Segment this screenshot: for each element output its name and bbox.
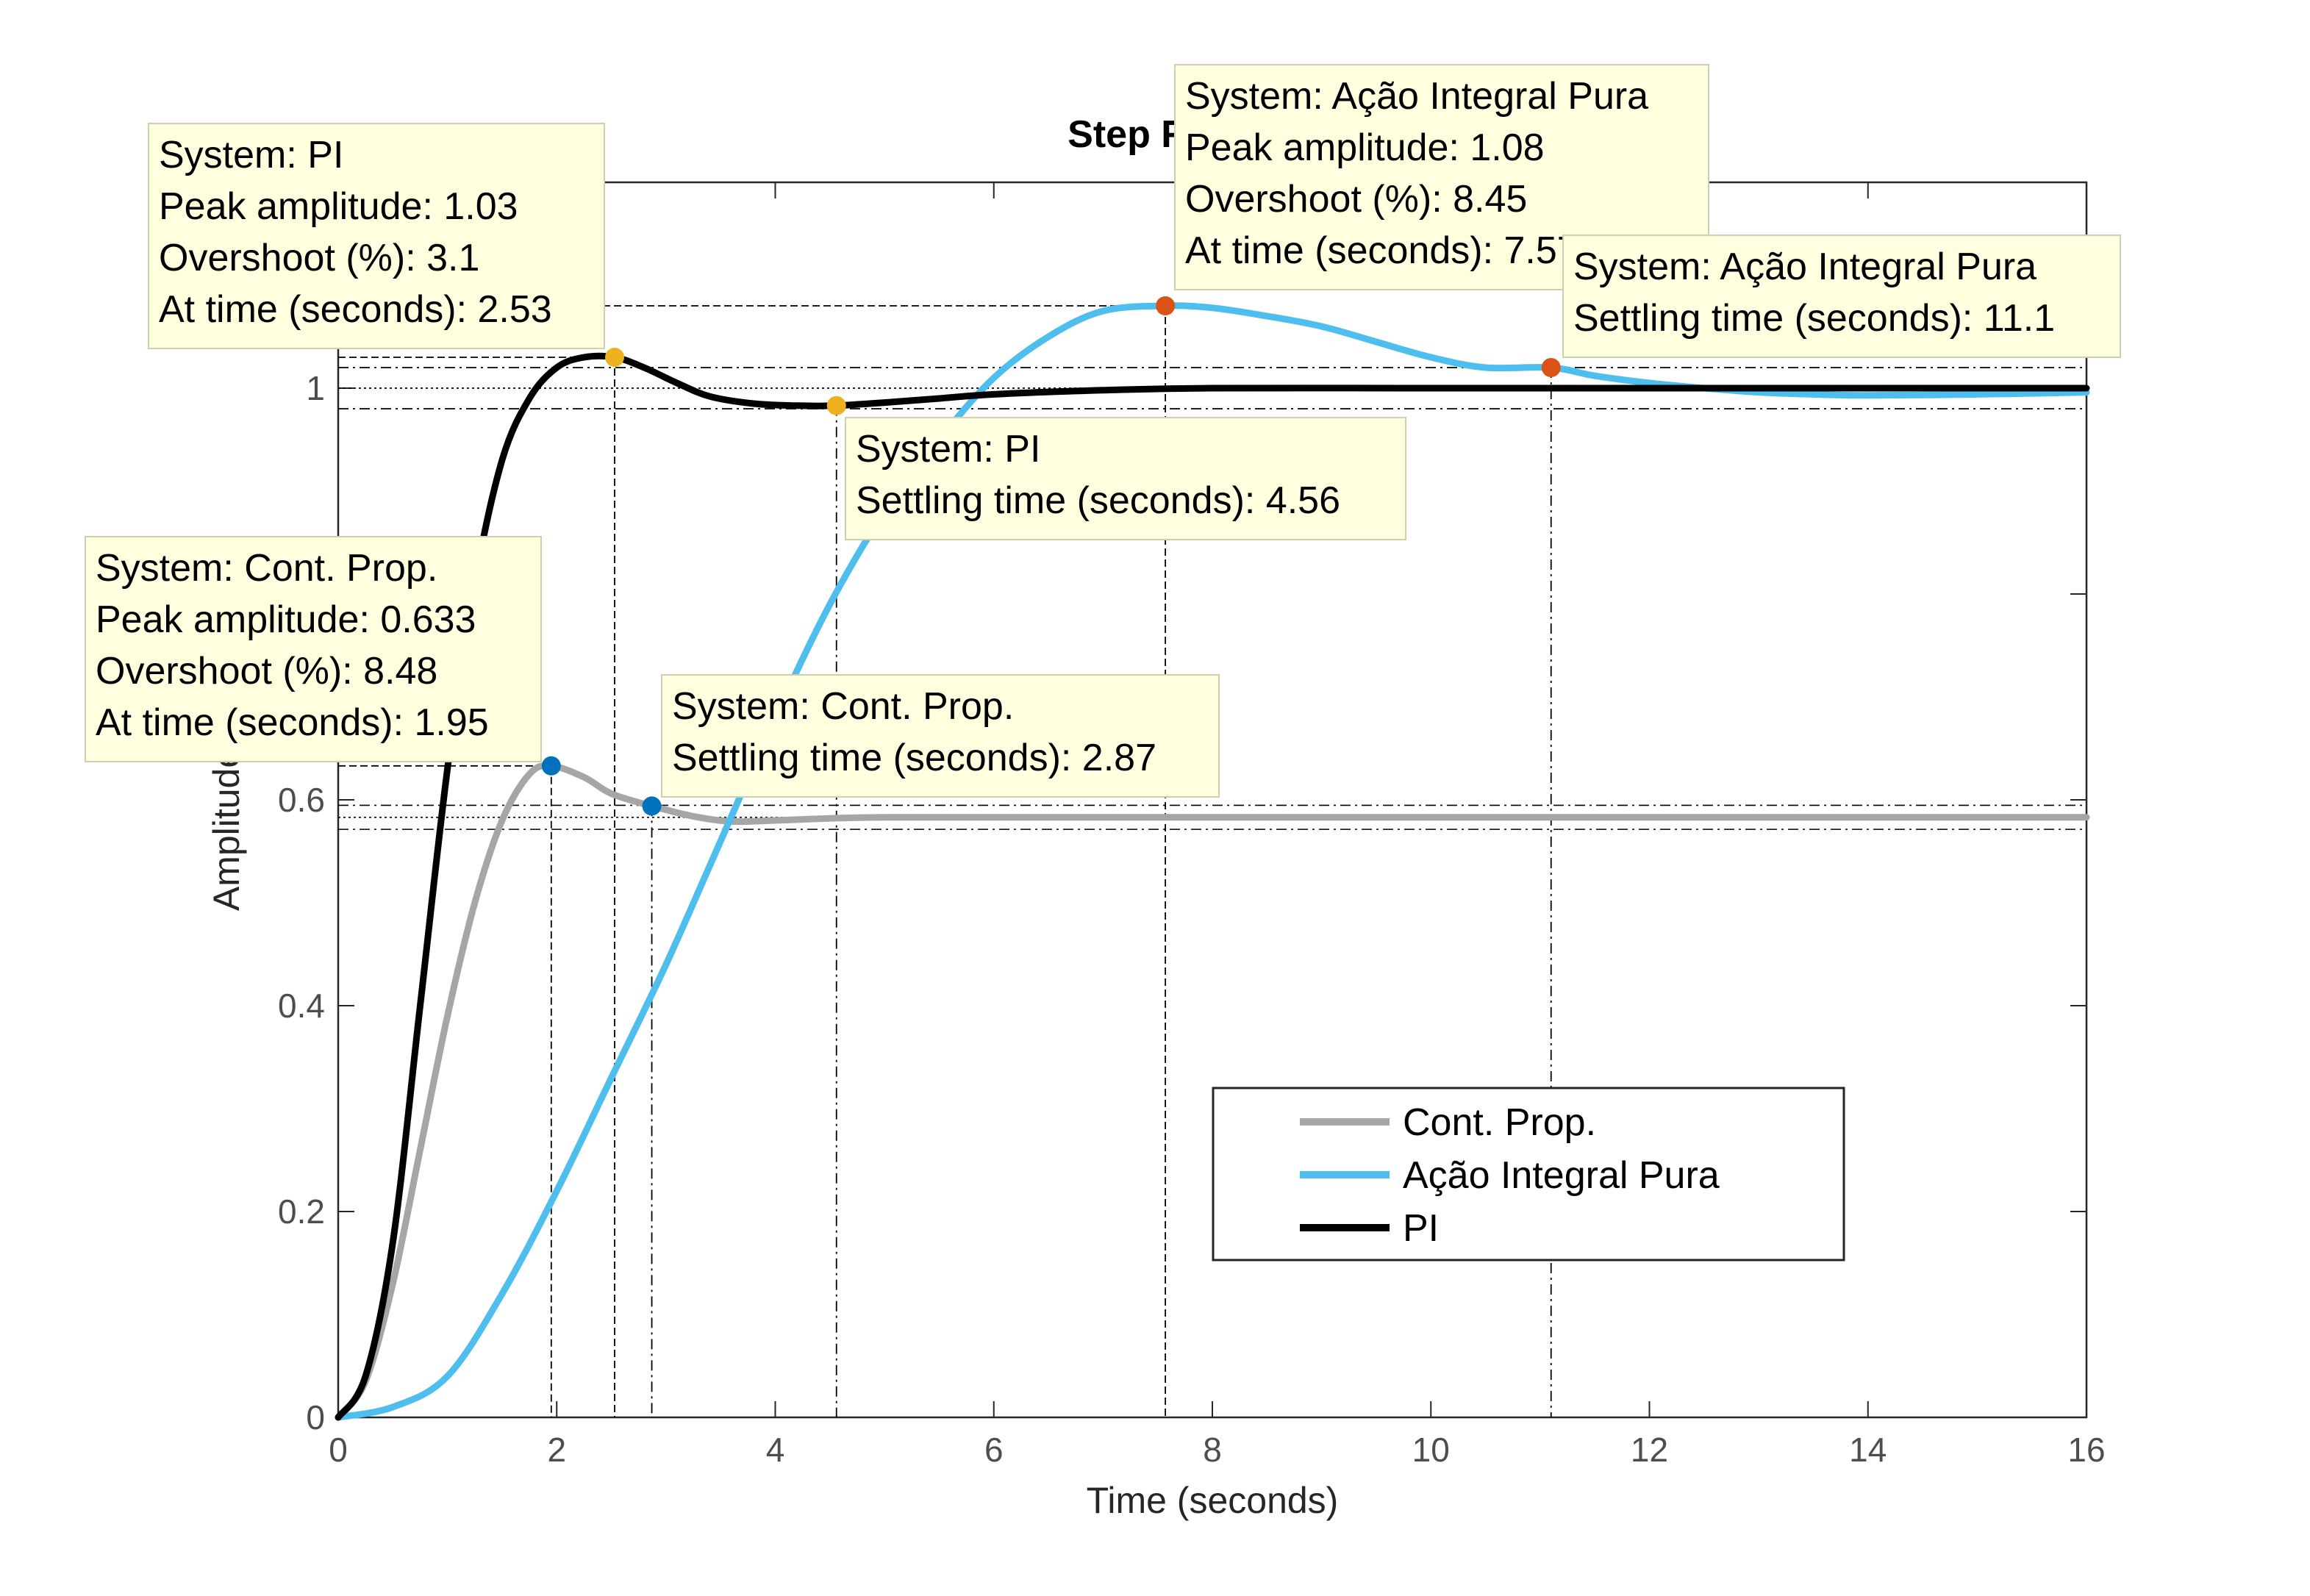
datatip-line: Settling time (seconds): 11.1 bbox=[1573, 297, 2055, 340]
datatip-line: System: Cont. Prop. bbox=[672, 685, 1014, 728]
x-axis-title: Time (seconds) bbox=[1087, 1480, 1339, 1521]
y-tick-label: 0 bbox=[306, 1398, 325, 1436]
y-axis-title: Amplitude bbox=[206, 748, 247, 911]
datatip-marker-peak bbox=[605, 348, 625, 367]
datatip-background bbox=[1562, 235, 2121, 358]
datatip-marker-settling bbox=[826, 396, 846, 415]
datatip-line: At time (seconds): 1.95 bbox=[96, 701, 489, 744]
datatip-marker-peak bbox=[541, 756, 561, 776]
y-tick-label: 0.4 bbox=[278, 987, 325, 1025]
y-tick-label: 0.2 bbox=[278, 1192, 325, 1231]
datatip-peak-box: System: PI Peak amplitude: 1.03 Overshoot … bbox=[148, 123, 605, 349]
y-tick-label: 0.6 bbox=[278, 781, 325, 819]
x-tick-label: 8 bbox=[1203, 1431, 1222, 1469]
datatip-line: At time (seconds): 7.57 bbox=[1185, 229, 1578, 272]
datatip-line: Peak amplitude: 1.08 bbox=[1185, 126, 1545, 169]
datatip-line: Overshoot (%): 8.45 bbox=[1185, 178, 1527, 221]
datatip-line: Peak amplitude: 1.03 bbox=[159, 185, 518, 228]
datatip-line: Settling time (seconds): 4.56 bbox=[856, 479, 1340, 522]
legend-entry: PI bbox=[1403, 1207, 1439, 1250]
datatip-marker-settling bbox=[1541, 358, 1561, 377]
datatip-peak-box: System: Cont. Prop. Peak amplitude: 0.633… bbox=[85, 536, 542, 762]
x-tick-label: 2 bbox=[547, 1431, 566, 1469]
y-tick-label: 1 bbox=[306, 369, 325, 407]
datatip-line: Peak amplitude: 0.633 bbox=[96, 598, 476, 641]
series-line-pi bbox=[335, 352, 2090, 1421]
x-tick-label: 6 bbox=[984, 1431, 1004, 1469]
datatip-background bbox=[85, 536, 542, 762]
legend-entry: Ação Integral Pura bbox=[1403, 1154, 1720, 1197]
x-tick-label: 12 bbox=[1631, 1431, 1668, 1469]
x-tick-label: 10 bbox=[1412, 1431, 1450, 1469]
x-tick-label: 4 bbox=[766, 1431, 785, 1469]
datatip-line: System: Cont. Prop. bbox=[96, 547, 437, 590]
x-tick-label: 14 bbox=[1849, 1431, 1887, 1469]
datatip-settling-box: System: PI Settling time (seconds): 4.56 bbox=[845, 417, 1406, 540]
datatip-line: System: PI bbox=[159, 134, 343, 176]
datatip-line: System: Ação Integral Pura bbox=[1185, 75, 1648, 118]
datatip-marker-peak bbox=[1156, 296, 1176, 315]
datatip-background bbox=[148, 123, 605, 349]
datatip-line: Overshoot (%): 3.1 bbox=[159, 237, 479, 279]
x-tick-label: 16 bbox=[2067, 1431, 2105, 1469]
datatip-line: System: PI bbox=[856, 428, 1040, 470]
datatip-line: Settling time (seconds): 2.87 bbox=[672, 737, 1156, 779]
datatip-background bbox=[661, 674, 1220, 798]
datatip-line: Overshoot (%): 8.48 bbox=[96, 650, 437, 693]
datatip-settling-box: System: Ação Integral Pura Settling time … bbox=[1562, 235, 2121, 358]
datatip-settling-box: System: Cont. Prop. Settling time (second… bbox=[661, 674, 1220, 798]
series-line-cont-prop bbox=[335, 762, 2090, 1421]
datatip-line: System: Ação Integral Pura bbox=[1573, 246, 2037, 288]
datatip-background bbox=[845, 417, 1406, 540]
x-tick-label: 0 bbox=[329, 1431, 348, 1469]
datatip-marker-settling bbox=[642, 796, 662, 816]
datatip-line: At time (seconds): 2.53 bbox=[159, 288, 552, 331]
legend-entry: Cont. Prop. bbox=[1403, 1101, 1596, 1144]
